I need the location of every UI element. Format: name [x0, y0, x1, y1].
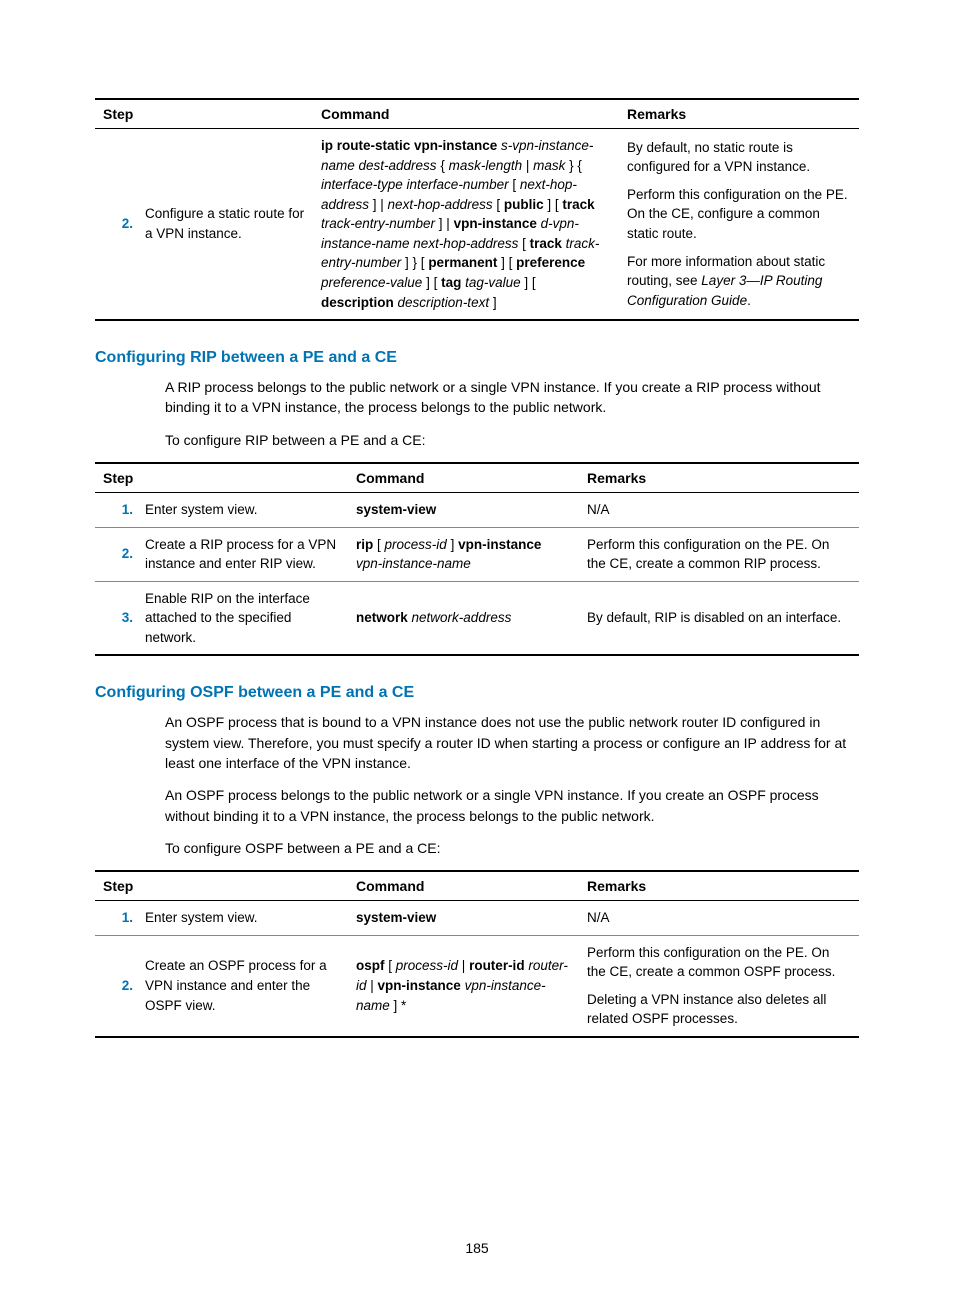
remarks-text: By default, RIP is disabled on an interf… — [579, 581, 859, 655]
remarks-block: For more information about static routin… — [627, 252, 851, 311]
remarks-text: N/A — [579, 901, 859, 936]
th-command: Command — [348, 871, 579, 901]
table3-body: 1.Enter system view.system-view N/A 2.Crea… — [95, 901, 859, 1037]
page-number: 185 — [0, 1240, 954, 1256]
table-rip: Step Command Remarks 1.Enter system view… — [95, 462, 859, 656]
step-text: Create a RIP process for a VPN instance … — [137, 527, 348, 581]
page-container: Step Command Remarks 2.Configure a stati… — [0, 0, 954, 1296]
th-command: Command — [313, 99, 619, 129]
step-text: Enable RIP on the interface attached to … — [137, 581, 348, 655]
heading-rip: Configuring RIP between a PE and a CE — [95, 349, 859, 367]
remarks-block: N/A — [587, 500, 851, 520]
step-number: 1. — [95, 901, 137, 936]
rip-p1: A RIP process belongs to the public netw… — [95, 377, 859, 418]
remarks-text: Perform this configuration on the PE. On… — [579, 935, 859, 1037]
rip-p2: To configure RIP between a PE and a CE: — [95, 430, 859, 450]
table2-body: 1.Enter system view.system-view N/A 2.Crea… — [95, 492, 859, 655]
command-text: system-view — [348, 901, 579, 936]
table1-body: 2.Configure a static route for a VPN ins… — [95, 129, 859, 321]
remarks-block: Perform this configuration on the PE. On… — [587, 535, 851, 574]
remarks-block: Perform this configuration on the PE. On… — [627, 185, 851, 244]
command-text: rip [ process-id ] vpn-instance vpn-inst… — [348, 527, 579, 581]
step-text: Configure a static route for a VPN insta… — [137, 129, 313, 321]
remarks-text: Perform this configuration on the PE. On… — [579, 527, 859, 581]
remarks-text: By default, no static route is configure… — [619, 129, 859, 321]
step-number: 2. — [95, 527, 137, 581]
th-step: Step — [95, 99, 313, 129]
th-step: Step — [95, 871, 348, 901]
th-remarks: Remarks — [579, 871, 859, 901]
remarks-block: Perform this configuration on the PE. On… — [587, 943, 851, 982]
heading-ospf: Configuring OSPF between a PE and a CE — [95, 684, 859, 702]
step-number: 1. — [95, 492, 137, 527]
remarks-block: Deleting a VPN instance also deletes all… — [587, 990, 851, 1029]
remarks-block: By default, RIP is disabled on an interf… — [587, 608, 851, 628]
th-command: Command — [348, 463, 579, 493]
table-ospf: Step Command Remarks 1.Enter system view… — [95, 870, 859, 1038]
step-text: Enter system view. — [137, 492, 348, 527]
step-text: Enter system view. — [137, 901, 348, 936]
remarks-text: N/A — [579, 492, 859, 527]
remarks-block: N/A — [587, 908, 851, 928]
step-number: 2. — [95, 129, 137, 321]
th-remarks: Remarks — [619, 99, 859, 129]
command-text: ospf [ process-id | router-id router-id … — [348, 935, 579, 1037]
step-number: 2. — [95, 935, 137, 1037]
step-number: 3. — [95, 581, 137, 655]
command-text: system-view — [348, 492, 579, 527]
table-static-route: Step Command Remarks 2.Configure a stati… — [95, 98, 859, 321]
th-remarks: Remarks — [579, 463, 859, 493]
ospf-p2: An OSPF process belongs to the public ne… — [95, 785, 859, 826]
ospf-p3: To configure OSPF between a PE and a CE: — [95, 838, 859, 858]
ospf-p1: An OSPF process that is bound to a VPN i… — [95, 712, 859, 773]
command-text: ip route-static vpn-instance s-vpn-insta… — [313, 129, 619, 321]
step-text: Create an OSPF process for a VPN instanc… — [137, 935, 348, 1037]
th-step: Step — [95, 463, 348, 493]
command-text: network network-address — [348, 581, 579, 655]
remarks-block: By default, no static route is configure… — [627, 138, 851, 177]
